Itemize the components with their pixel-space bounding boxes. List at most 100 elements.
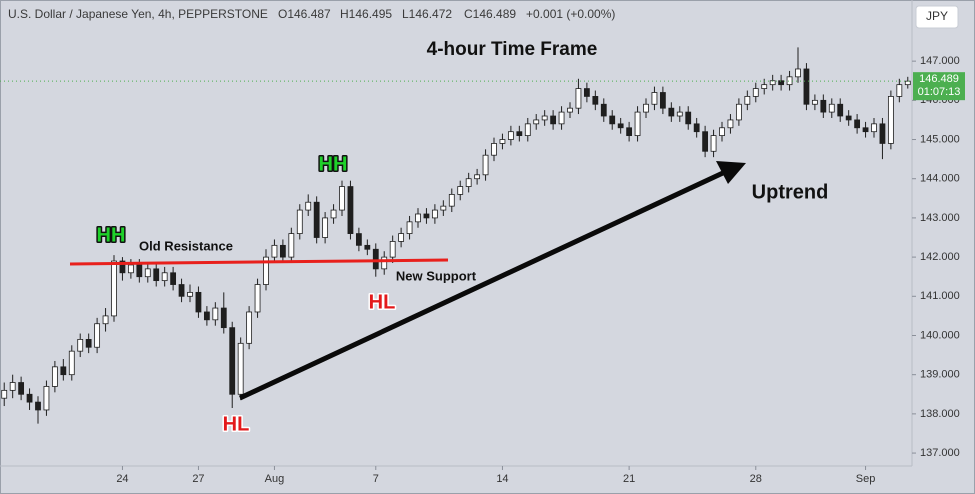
candle-body	[499, 139, 506, 144]
candle-body	[845, 115, 852, 121]
y-tick-label: 145.000	[920, 133, 960, 145]
candle-body	[288, 233, 295, 258]
candle-body	[491, 143, 497, 156]
candle-body	[887, 96, 894, 144]
candle-body	[68, 350, 75, 376]
candle-body	[161, 272, 168, 282]
candle-body	[803, 68, 810, 105]
candle-body	[305, 201, 312, 211]
candle-body	[575, 88, 582, 109]
annotation: HL	[369, 291, 396, 313]
plot	[0, 47, 916, 470]
candle-body	[415, 213, 421, 223]
candle-body	[617, 123, 624, 129]
x-tick-label: 28	[750, 473, 762, 485]
y-tick-label: 139.000	[920, 369, 960, 381]
candle-body	[431, 209, 438, 219]
candle-body	[77, 339, 84, 352]
candle-body	[18, 382, 25, 395]
candle-body	[246, 311, 253, 344]
y-tick-label: 142.000	[920, 251, 960, 263]
x-tick-label: 7	[373, 473, 379, 485]
candle-body	[254, 284, 261, 313]
candle-body	[550, 115, 557, 125]
candle-body	[187, 291, 193, 297]
candle-body	[516, 131, 523, 137]
candle-body	[170, 272, 177, 285]
candle-body	[153, 268, 160, 282]
y-tick-label: 141.000	[920, 290, 960, 302]
annotation: New Support	[396, 268, 477, 283]
candle-body	[220, 307, 227, 329]
candle-body	[203, 311, 210, 321]
candle-body	[752, 88, 759, 97]
candle-body	[567, 107, 573, 113]
annotation: HL	[223, 413, 250, 435]
candle-body	[313, 201, 320, 238]
candle-body	[693, 123, 700, 133]
candle-body	[423, 213, 430, 219]
y-tick-label: 147.000	[920, 55, 960, 67]
candle-body	[212, 307, 219, 321]
candle-body	[626, 127, 633, 137]
y-tick-label: 143.000	[920, 212, 960, 224]
candle-body	[144, 268, 151, 278]
candle-body	[178, 284, 185, 297]
currency-button[interactable]	[915, 5, 959, 29]
candle-body	[35, 401, 41, 411]
candle-body	[854, 119, 861, 129]
candle-body	[685, 111, 692, 125]
candle-body	[347, 186, 354, 234]
candle-body	[355, 233, 362, 246]
ohlc-value: C146.489	[464, 7, 516, 21]
candle-body	[676, 111, 683, 117]
candle-body	[795, 68, 801, 78]
y-tick-label: 138.000	[920, 408, 960, 420]
candle-body	[862, 127, 869, 133]
candle-body	[279, 244, 286, 258]
candle-body	[195, 291, 202, 313]
candle-body	[651, 92, 658, 105]
candle-body	[119, 260, 126, 274]
candle-body	[896, 84, 903, 97]
x-tick-label: Sep	[856, 473, 876, 485]
candle-body	[457, 186, 464, 195]
ohlc-value: +0.001 (+0.00%)	[526, 7, 615, 21]
candle-body	[263, 256, 269, 285]
x-tick-label: 24	[116, 473, 128, 485]
candle-body	[43, 386, 50, 411]
candle-body	[372, 248, 379, 270]
candle-body	[136, 264, 143, 278]
trend-arrow-shaft	[238, 169, 727, 401]
annotation: HH	[97, 224, 126, 246]
candle-body	[719, 127, 725, 137]
candle-body	[600, 103, 607, 117]
candle-body	[1, 389, 8, 399]
candle-body	[465, 178, 472, 187]
candle-body	[296, 209, 303, 234]
heading: 4-hour Time Frame	[427, 39, 598, 60]
candle-body	[634, 111, 641, 137]
candle-body	[60, 366, 67, 376]
candle-body	[727, 119, 734, 129]
currency[interactable]: JPY	[926, 9, 948, 23]
candle-body	[398, 233, 405, 242]
candle-body	[271, 244, 278, 258]
symbol-title: U.S. Dollar / Japanese Yen, 4h, PEPPERST…	[8, 7, 268, 21]
last-price-box	[913, 72, 965, 101]
x-tick-label: 27	[192, 473, 204, 485]
candle-body	[643, 103, 649, 113]
ohlc-value: L146.472	[402, 7, 452, 21]
x-tick-label: 14	[496, 473, 508, 485]
candle-body	[381, 256, 388, 270]
candle-body	[778, 80, 785, 86]
candle-body	[364, 244, 371, 250]
candle-body	[524, 123, 531, 137]
candle-body	[440, 205, 447, 211]
candle-body	[85, 339, 92, 348]
candle-body	[828, 103, 835, 113]
candle-body	[837, 103, 844, 117]
